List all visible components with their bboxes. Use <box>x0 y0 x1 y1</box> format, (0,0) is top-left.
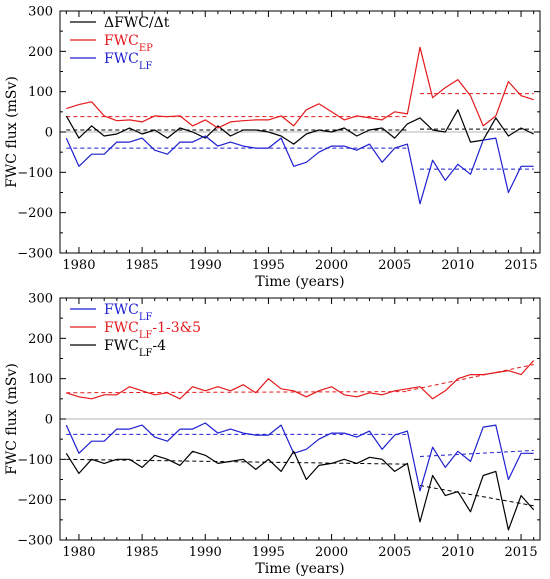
x-tick-label: 1985 <box>126 258 159 273</box>
x-tick-label: 2015 <box>505 258 538 273</box>
plot-frame <box>59 297 541 541</box>
y-tick-label: 100 <box>28 85 53 100</box>
y-tick-label: −100 <box>17 166 53 181</box>
y-axis-label: FWC flux (mSv) <box>4 76 20 188</box>
y-tick-label: −300 <box>17 247 53 262</box>
legend-label-1: FWCLF <box>104 302 152 323</box>
x-tick-label: 2000 <box>315 545 348 560</box>
trend-line-series-2 <box>407 364 534 392</box>
legend-label-3: FWCLF <box>104 51 152 72</box>
series-line-3 <box>65 450 535 531</box>
x-axis-label: Time (years) <box>255 274 344 290</box>
x-tick-label: 1990 <box>189 545 222 560</box>
chart-panel-2: −300 −200 −100 0 100 200 300 1980 1985 1990 1995 20… <box>4 292 541 577</box>
y-axis-label: FWC flux (mSv) <box>4 363 20 475</box>
x-tick-label: 2000 <box>315 258 348 273</box>
x-tick-label: 1990 <box>189 258 222 273</box>
y-tick-label: −300 <box>17 534 53 549</box>
y-tick-label: 200 <box>28 45 53 60</box>
x-tick-label: 2010 <box>441 258 474 273</box>
legend-label-1: ΔFWC/Δt <box>104 15 170 31</box>
trend-line-series-3 <box>66 458 408 465</box>
trend-line-series-2 <box>66 391 408 394</box>
x-tick-label: 1995 <box>252 258 285 273</box>
legend-label-2: FWCEP <box>104 33 153 54</box>
y-tick-label: 200 <box>28 332 53 347</box>
y-tick-label: 0 <box>45 413 53 428</box>
series-line-1 <box>65 109 534 145</box>
legend-label-3: FWCLF-4 <box>104 338 166 359</box>
y-tick-label: −100 <box>17 453 53 468</box>
series-line-1 <box>65 422 534 492</box>
plot-frame <box>59 10 541 254</box>
trend-line-series-1 <box>419 449 534 458</box>
x-tick-label: 1985 <box>126 545 159 560</box>
y-tick-label: 100 <box>28 372 53 387</box>
x-tick-label: 2015 <box>505 545 538 560</box>
x-tick-label: 2005 <box>378 545 411 560</box>
chart-panel-1: −300 −200 −100 0 100 200 300 1980 1985 1990 1995 20… <box>4 5 541 290</box>
trend-line-series-3 <box>419 485 534 507</box>
y-tick-label: −200 <box>17 206 53 221</box>
series-line-2 <box>66 46 534 129</box>
y-tick-label: −200 <box>17 493 53 508</box>
y-tick-label: 0 <box>45 126 53 141</box>
x-tick-label: 1980 <box>62 545 95 560</box>
y-tick-label: 300 <box>28 292 53 307</box>
series-line-2 <box>66 360 535 400</box>
legend-label-2: FWCLF-1-3&5 <box>104 320 201 341</box>
x-tick-label: 2010 <box>441 545 474 560</box>
y-tick-label: 300 <box>28 5 53 20</box>
x-tick-label: 2005 <box>378 258 411 273</box>
x-axis-label: Time (years) <box>255 561 344 577</box>
x-tick-label: 1995 <box>252 545 285 560</box>
x-tick-label: 1980 <box>62 258 95 273</box>
series-line-3 <box>65 135 534 205</box>
